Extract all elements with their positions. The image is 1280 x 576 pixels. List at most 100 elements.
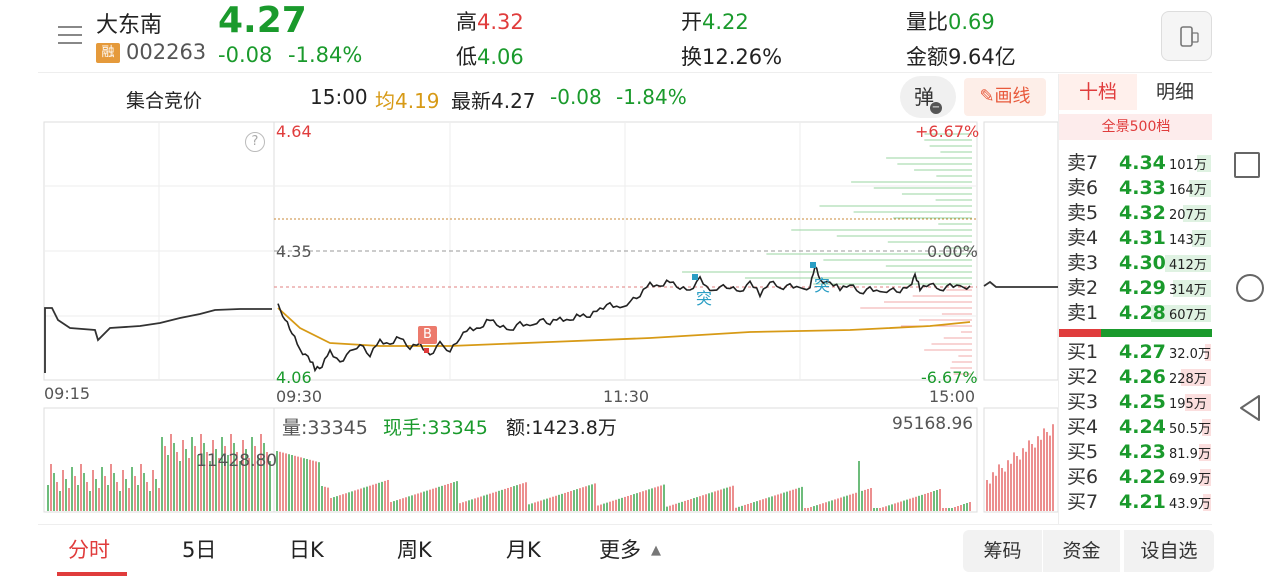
amount-label: 金额	[906, 45, 948, 69]
tab-ten-level-label: 十档	[1078, 81, 1117, 103]
orderbook-level-label: 买2	[1067, 366, 1099, 388]
price-change-pct: -1.84%	[288, 43, 363, 67]
breakout-marker[interactable]: 突	[696, 285, 712, 309]
orderbook-level-label: 买6	[1067, 466, 1099, 488]
buy-marker-text: B	[423, 327, 432, 342]
buy-marker[interactable]: B	[418, 326, 437, 344]
orderbook-level-label: 买4	[1067, 416, 1099, 438]
orderbook-volume: 412万	[1169, 258, 1207, 273]
orderbook-volume-bar	[1200, 469, 1211, 486]
orderbook-row[interactable]: 买2 4.26 228万	[1059, 365, 1211, 390]
popup-button-label: 弹	[914, 85, 934, 109]
home-icon[interactable]	[1236, 274, 1264, 302]
latest-value: 4.27	[491, 89, 536, 113]
tab-monthly-k[interactable]: 月K	[506, 534, 541, 564]
volume-bars	[47, 424, 1054, 511]
orderbook-volume-bar	[1203, 494, 1211, 511]
average-price-line	[277, 307, 971, 347]
intraday-price-line	[277, 265, 971, 373]
orderbook-volume-bar	[1189, 180, 1211, 197]
orderbook-row[interactable]: 买3 4.25 195万	[1059, 390, 1211, 415]
orderbook-price: 4.27	[1119, 341, 1166, 363]
orderbook-volume-bar	[1199, 444, 1211, 461]
orderbook-volume: 69.9万	[1169, 472, 1211, 487]
margin-badge-text: 融	[101, 45, 115, 60]
orderbook-level-label: 买3	[1067, 391, 1099, 413]
header-divider	[38, 72, 1212, 73]
high-stat: 高4.32	[456, 6, 524, 36]
orderbook-row[interactable]: 卖5 4.32 207万	[1059, 201, 1211, 226]
tab-intraday[interactable]: 分时	[68, 534, 110, 564]
orderbook-volume: 207万	[1169, 208, 1207, 223]
orderbook-row[interactable]: 卖1 4.28 607万	[1059, 301, 1211, 326]
orderbook-price: 4.33	[1119, 177, 1166, 199]
orderbook-volume-bar	[1197, 155, 1211, 172]
orderbook-volume: 43.9万	[1169, 497, 1211, 512]
orderbook-volume: 81.9万	[1169, 447, 1211, 462]
orderbook-volume-bar	[1202, 419, 1211, 436]
orderbook-row-partial	[1059, 132, 1211, 140]
orderbook-row[interactable]: 卖7 4.34 101万	[1059, 151, 1211, 176]
turnover-stat: 换12.26%	[681, 41, 782, 71]
intraday-chart[interactable]	[0, 118, 1060, 528]
orderbook-price: 4.24	[1119, 416, 1166, 438]
orderbook-volume-bar	[1183, 205, 1211, 222]
chips-button-label: 筹码	[983, 540, 1022, 562]
orderbook-level-label: 卖3	[1067, 252, 1099, 274]
pct-mid-label: 0.00%	[927, 242, 978, 261]
orderbook-row[interactable]: 卖6 4.33 164万	[1059, 176, 1211, 201]
tab-weekly-k[interactable]: 周K	[397, 534, 432, 564]
amount-value: 9.64亿	[948, 45, 1016, 69]
orderbook-volume-bar	[1185, 394, 1211, 411]
low-label: 低	[456, 45, 477, 69]
popup-button[interactable]: 弹−	[900, 76, 956, 118]
orderbook-level-label: 卖6	[1067, 177, 1099, 199]
orderbook-row[interactable]: 买5 4.23 81.9万	[1059, 440, 1211, 465]
orderbook-volume-bar	[1151, 305, 1211, 322]
tab-more[interactable]: 更多 ▲	[599, 534, 661, 564]
orderbook-row[interactable]: 买7 4.21 43.9万	[1059, 490, 1211, 515]
volume-ratio-label: 量比	[906, 10, 948, 34]
orderbook-volume-bar	[1181, 369, 1211, 386]
avg-label: 均	[375, 89, 395, 113]
chips-button[interactable]: 筹码	[963, 530, 1042, 572]
spread-bar-buy	[1101, 329, 1212, 337]
orderbook-price: 4.32	[1119, 202, 1166, 224]
orderbook-price: 4.23	[1119, 441, 1166, 463]
current-hand-label: 现手:33345	[383, 417, 488, 439]
orderbook-volume-bar	[1192, 230, 1211, 247]
high-label: 高	[456, 10, 477, 34]
y-axis-bottom-label: 4.06	[276, 368, 312, 387]
orderbook-row[interactable]: 卖4 4.31 143万	[1059, 226, 1211, 251]
orderbook-row[interactable]: 卖3 4.30 412万	[1059, 251, 1211, 276]
tab-ten-level[interactable]: 十档	[1059, 74, 1137, 110]
tab-5day[interactable]: 5日	[182, 534, 216, 564]
back-icon[interactable]	[1238, 393, 1262, 427]
orderbook-row[interactable]: 买1 4.27 32.0万	[1059, 340, 1211, 365]
bottom-divider	[38, 524, 1212, 525]
caret-up-icon: ▲	[651, 543, 661, 558]
tab-daily-k[interactable]: 日K	[289, 534, 324, 564]
draw-line-button[interactable]: ✎画线	[964, 78, 1046, 116]
spread-indicator	[1059, 329, 1212, 337]
add-watchlist-button[interactable]: 设自选	[1124, 530, 1214, 572]
price-lines	[44, 262, 1058, 373]
open-value: 4.22	[702, 10, 749, 34]
help-icon[interactable]: ?	[245, 132, 265, 152]
tab-detail[interactable]: 明细	[1137, 74, 1212, 110]
tab-intraday-label: 分时	[68, 538, 110, 562]
recent-apps-icon[interactable]	[1234, 152, 1260, 178]
orderbook-row[interactable]: 买4 4.24 50.5万	[1059, 415, 1211, 440]
breakout-marker[interactable]: 突	[814, 272, 830, 296]
orderbook-row[interactable]: 买6 4.22 69.9万	[1059, 465, 1211, 490]
menu-icon[interactable]	[56, 22, 84, 48]
orderbook-row[interactable]: 卖2 4.29 314万	[1059, 276, 1211, 301]
time-label-open: 09:30	[276, 387, 323, 406]
tab-daily-k-label: 日K	[289, 538, 324, 562]
full-500-button[interactable]: 全景500档	[1059, 114, 1212, 140]
stock-name: 大东南	[96, 13, 163, 38]
orderbook-level-label: 卖1	[1067, 302, 1099, 324]
rotate-screen-button[interactable]	[1161, 11, 1212, 61]
funds-button[interactable]: 资金	[1043, 530, 1120, 572]
post-market-price-line	[983, 280, 1058, 288]
